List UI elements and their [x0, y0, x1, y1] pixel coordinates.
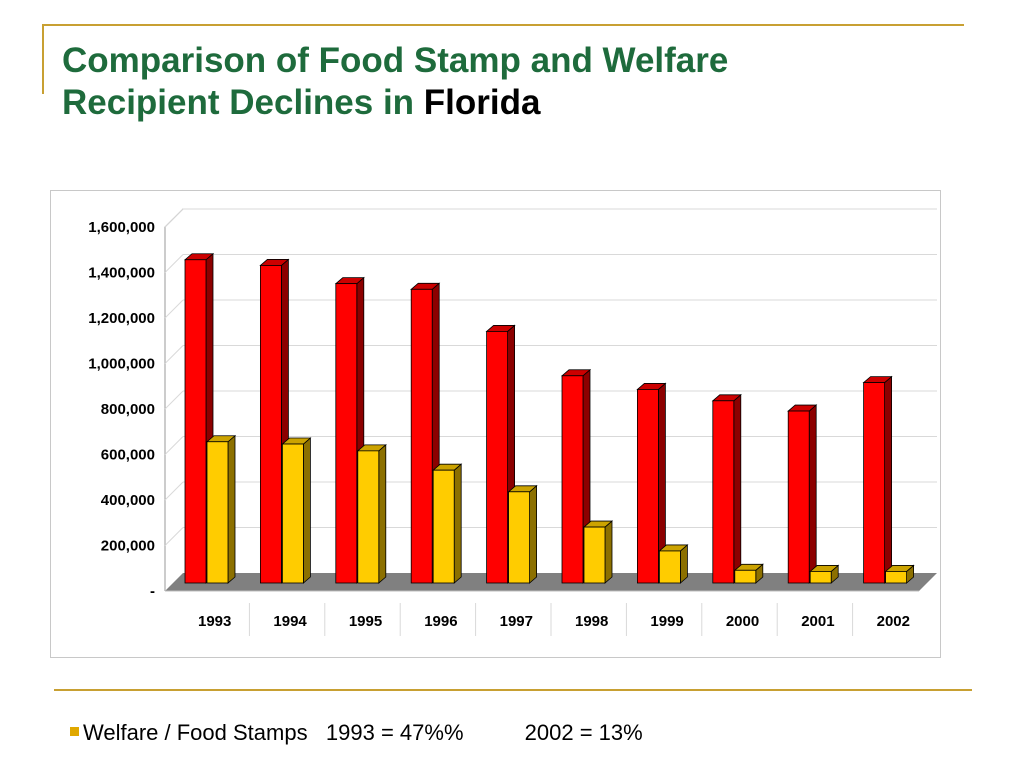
gridline-diagonal [164, 436, 184, 455]
x-tick-label: 1993 [198, 613, 231, 630]
bar-front [259, 265, 282, 584]
x-tick-label: 1995 [349, 613, 382, 630]
bar-front [712, 400, 735, 584]
y-tick-label: 400,000 [101, 492, 155, 509]
x-tick-label: 1998 [575, 613, 608, 630]
gridline-diagonal [164, 481, 184, 501]
bar-side [808, 404, 817, 584]
bar-front [637, 389, 659, 584]
bar-side [453, 463, 462, 584]
x-tick-label: 1996 [424, 613, 457, 630]
bar-side [733, 393, 742, 584]
x-tick-label: 1999 [650, 613, 683, 630]
bar-front [659, 550, 681, 584]
bar-front [432, 469, 455, 584]
bar-front [206, 441, 229, 584]
bar-front [508, 491, 531, 584]
bar-side [884, 375, 892, 584]
footer-stat-2002: 2002 = 13% [524, 720, 643, 745]
bar-front [561, 375, 584, 584]
title-line-1: Comparison of Food Stamp and Welfare [62, 41, 729, 80]
footer-note: Welfare / Food Stamps 1993 = 47%% 2002 =… [70, 720, 643, 746]
bar-front [486, 331, 509, 584]
gridline-diagonal [164, 254, 184, 273]
y-tick-label: 600,000 [101, 447, 155, 464]
bar-front [281, 443, 304, 584]
bar-side [680, 544, 688, 584]
bottom-rule [54, 689, 972, 691]
bar-front [335, 283, 358, 584]
bar-front [410, 288, 433, 584]
y-tick-label: 200,000 [101, 538, 155, 555]
bar-front [583, 526, 606, 584]
bar-front [734, 569, 757, 584]
bar-chart: - 200,000 400,000 600,000 800,000 1,000,000 1,… [88, 208, 937, 636]
footer-label: Welfare / Food Stamps [83, 720, 308, 745]
bar-welfare-series-1-2000 [711, 393, 742, 584]
bar-series-2-2002 [884, 564, 915, 584]
bar-welfare-series-1-2002 [862, 375, 893, 584]
bar-side [604, 520, 613, 584]
footer-stat-1993: 1993 = 47%% [325, 720, 464, 745]
bar-front [863, 382, 885, 584]
bar-series-2-1999 [658, 544, 689, 584]
slide-title: Comparison of Food Stamp and Welfare Rec… [62, 40, 728, 124]
bar-front [357, 450, 380, 584]
bar-front [809, 571, 832, 584]
bar-welfare-series-1-1999 [636, 382, 667, 584]
title-state-name: Florida [423, 83, 541, 122]
y-tick-label: 800,000 [101, 401, 155, 418]
bar-side [302, 437, 311, 584]
y-tick-label: 1,200,000 [88, 310, 155, 327]
gridline-diagonal [164, 208, 184, 228]
bar-series-2-2001 [809, 564, 840, 584]
bar-series-2-1997 [507, 484, 538, 584]
bar-side [227, 434, 236, 584]
y-tick-label: - [150, 583, 155, 600]
y-axis-ticks: - 200,000 400,000 600,000 800,000 1,000,000 1,… [88, 219, 155, 600]
chart-container: - 200,000 400,000 600,000 800,000 1,000,000 1,… [50, 190, 941, 658]
x-tick-label: 2000 [726, 613, 759, 630]
gridline-diagonal [164, 345, 184, 364]
x-tick-label: 1994 [273, 613, 307, 630]
title-line-2-prefix: Recipient Declines in [62, 83, 415, 122]
bar-welfare-series-1-2001 [787, 404, 818, 584]
bar-side [378, 443, 387, 584]
gridline-diagonal [164, 527, 184, 546]
gridline-diagonal [164, 390, 184, 410]
x-tick-label: 2002 [877, 613, 910, 630]
bar-series-2-2000 [733, 563, 764, 584]
bars [183, 252, 915, 584]
left-frame-line [42, 24, 44, 94]
bar-series-2-1998 [582, 520, 614, 584]
x-tick-label: 1997 [500, 613, 533, 630]
bar-front [787, 410, 810, 584]
bar-series-2-1995 [356, 443, 387, 584]
bar-front [184, 259, 207, 584]
bar-front [885, 571, 907, 584]
bullet-icon [70, 727, 79, 736]
x-axis-ticks: 1993 1994 1995 1996 1997 1998 1999 2000 2001 2002 [198, 603, 910, 636]
bar-series-2-1993 [205, 434, 237, 584]
bar-series-2-1994 [281, 437, 312, 584]
y-tick-label: 1,600,000 [88, 219, 155, 236]
gridline-diagonal [164, 299, 184, 319]
y-tick-label: 1,000,000 [88, 356, 155, 373]
y-tick-label: 1,400,000 [88, 265, 155, 282]
top-frame-line [42, 24, 964, 26]
bar-series-2-1996 [432, 463, 463, 584]
x-tick-label: 2001 [801, 613, 834, 630]
bar-side [529, 484, 538, 584]
